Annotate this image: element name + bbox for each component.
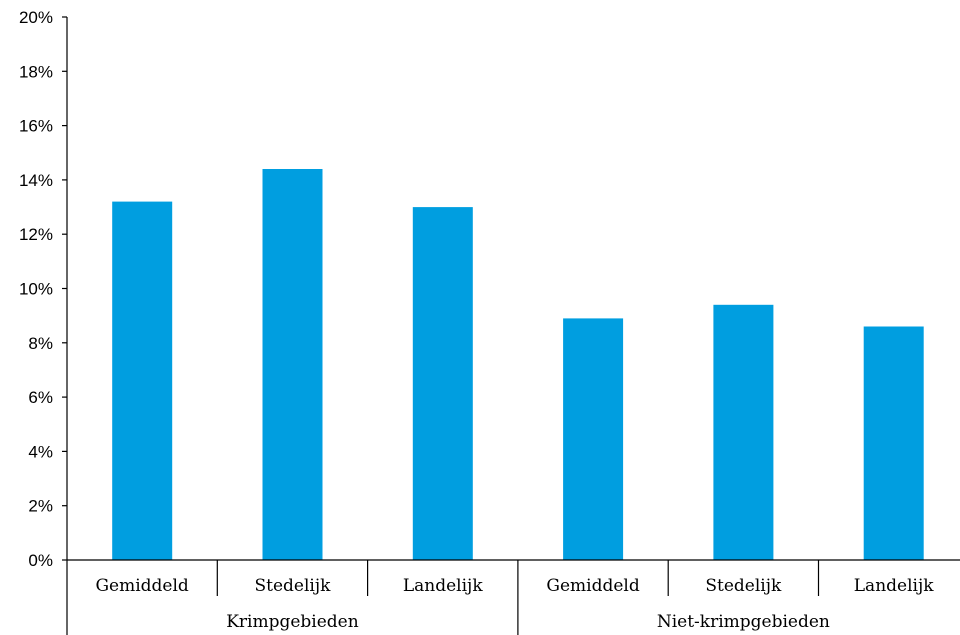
y-tick-label: 4% bbox=[28, 442, 53, 461]
x-category-label: Landelijk bbox=[854, 576, 934, 596]
y-tick-label: 16% bbox=[19, 117, 53, 136]
bar-5 bbox=[713, 304, 774, 560]
x-category-label: Landelijk bbox=[403, 576, 483, 596]
bar-4 bbox=[563, 318, 624, 560]
x-category-label: Stedelijk bbox=[705, 576, 782, 596]
y-tick-label: 20% bbox=[19, 8, 53, 27]
y-tick-label: 8% bbox=[28, 334, 53, 353]
y-tick-label: 14% bbox=[19, 171, 53, 190]
bar-3 bbox=[412, 207, 473, 560]
bar-6 bbox=[863, 326, 924, 560]
x-category-label: Gemiddeld bbox=[546, 576, 639, 596]
y-tick-label: 12% bbox=[19, 225, 53, 244]
y-tick-label: 6% bbox=[28, 388, 53, 407]
x-group-label: Niet-krimpgebieden bbox=[657, 612, 830, 632]
y-tick-label: 0% bbox=[28, 551, 53, 570]
bar-1 bbox=[112, 201, 173, 560]
x-category-label: Stedelijk bbox=[254, 576, 331, 596]
y-tick-label: 2% bbox=[28, 497, 53, 516]
y-tick-label: 18% bbox=[19, 62, 53, 81]
x-group-label: Krimpgebieden bbox=[226, 612, 359, 632]
bar-2 bbox=[262, 169, 323, 560]
y-tick-label: 10% bbox=[19, 280, 53, 299]
x-category-label: Gemiddeld bbox=[95, 576, 188, 596]
